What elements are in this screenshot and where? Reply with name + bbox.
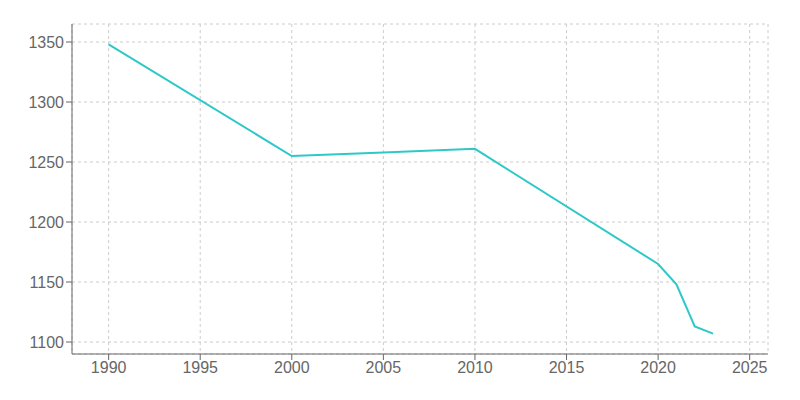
svg-text:1300: 1300 xyxy=(28,94,64,111)
svg-text:1350: 1350 xyxy=(28,34,64,51)
svg-text:1250: 1250 xyxy=(28,154,64,171)
svg-text:1100: 1100 xyxy=(30,334,65,351)
svg-text:1990: 1990 xyxy=(91,359,127,376)
svg-text:2025: 2025 xyxy=(732,359,768,376)
svg-text:2010: 2010 xyxy=(457,359,493,376)
svg-text:1995: 1995 xyxy=(182,359,218,376)
svg-text:2020: 2020 xyxy=(640,359,676,376)
svg-text:1150: 1150 xyxy=(30,274,65,291)
svg-text:2015: 2015 xyxy=(549,359,585,376)
svg-text:2000: 2000 xyxy=(274,359,310,376)
svg-text:2005: 2005 xyxy=(366,359,402,376)
svg-text:1200: 1200 xyxy=(28,214,64,231)
